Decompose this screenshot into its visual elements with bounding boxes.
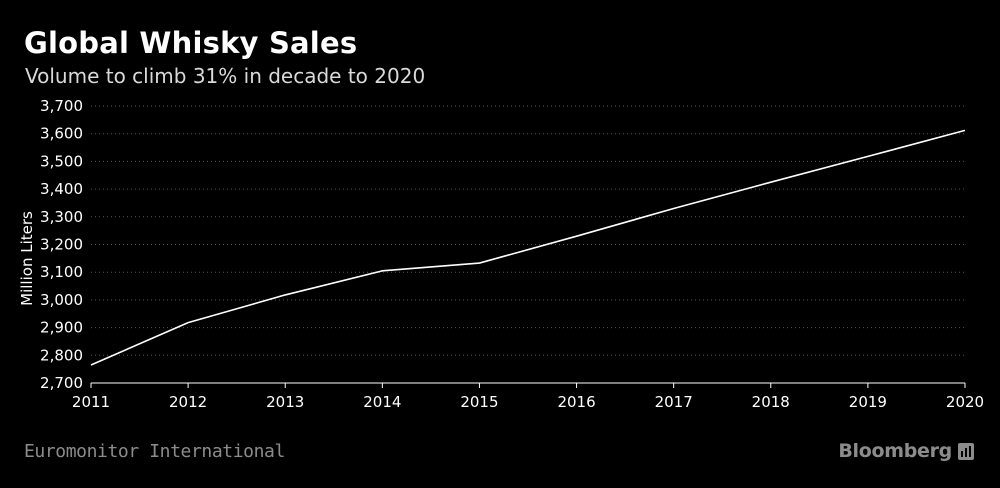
y-axis-label: Million Liters: [18, 211, 36, 306]
x-tick-label: 2012: [169, 393, 207, 411]
y-tick-label: 2,700: [40, 374, 83, 392]
x-tick-label: 2018: [752, 393, 790, 411]
chart-subtitle: Volume to climb 31% in decade to 2020: [25, 64, 426, 88]
y-tick-label: 3,700: [40, 97, 83, 115]
x-tick-label: 2015: [460, 393, 498, 411]
y-tick-label: 3,400: [40, 180, 83, 198]
series-line: [90, 129, 966, 366]
x-tick-label: 2017: [655, 393, 693, 411]
y-tick-label: 2,800: [40, 346, 83, 364]
y-tick-label: 3,200: [40, 236, 83, 254]
brand-logo: Bloomberg: [838, 440, 974, 462]
brand-name: Bloomberg: [838, 440, 952, 462]
y-tick-label: 3,100: [40, 263, 83, 281]
chart-title: Global Whisky Sales: [24, 26, 358, 60]
y-tick-label: 3,500: [40, 152, 83, 170]
x-tick-label: 2013: [266, 393, 304, 411]
y-tick-label: 3,000: [40, 291, 83, 309]
x-tick-label: 2020: [946, 393, 984, 411]
y-tick-label: 2,900: [40, 319, 83, 337]
x-tick-label: 2014: [363, 393, 401, 411]
y-tick-label: 3,300: [40, 208, 83, 226]
y-tick-label: 3,600: [40, 125, 83, 143]
bloomberg-chart-icon: [958, 442, 974, 460]
x-tick-label: 2019: [849, 393, 887, 411]
x-tick-label: 2011: [72, 393, 110, 411]
x-tick-label: 2016: [557, 393, 595, 411]
source-label: Euromonitor International: [24, 441, 285, 462]
